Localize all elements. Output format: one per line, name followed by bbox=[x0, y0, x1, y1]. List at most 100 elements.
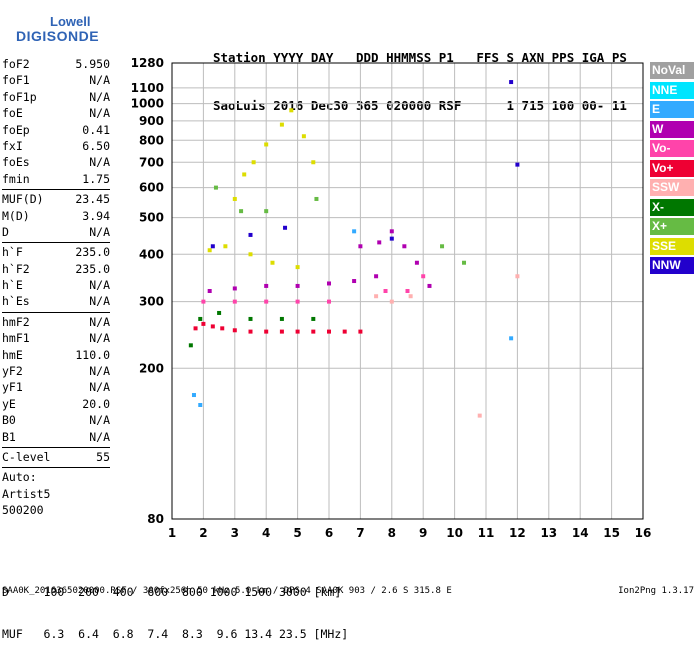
param-value: 235.0 bbox=[75, 245, 110, 260]
echo-point bbox=[270, 260, 275, 265]
param-value: N/A bbox=[89, 314, 110, 329]
y-tick-label: 500 bbox=[139, 211, 164, 225]
x-tick-label: 8 bbox=[388, 526, 396, 540]
x-tick-label: 12 bbox=[509, 526, 526, 540]
param-row-hme: hmE 110.0 bbox=[2, 347, 110, 363]
distance-row: D 100 200 400 600 800 1000 1500 3000 [km… bbox=[2, 585, 342, 599]
legend-item-e: E bbox=[650, 101, 694, 118]
legend-item-vo: Vo- bbox=[650, 140, 694, 157]
x-tick-label: 11 bbox=[478, 526, 495, 540]
echo-point bbox=[232, 286, 237, 291]
param-key: foEs bbox=[2, 155, 30, 170]
param-key: B0 bbox=[2, 413, 16, 428]
y-tick-label: 400 bbox=[139, 247, 164, 261]
echo-point bbox=[462, 260, 467, 265]
echo-point bbox=[248, 252, 253, 257]
echo-point bbox=[327, 329, 331, 334]
y-tick-label: 600 bbox=[139, 181, 164, 195]
echo-point bbox=[421, 274, 426, 279]
muf-table: D 100 200 400 600 800 1000 1500 3000 [km… bbox=[2, 557, 348, 655]
x-tick-label: 2 bbox=[199, 526, 207, 540]
echo-point bbox=[193, 326, 198, 331]
echo-point bbox=[295, 299, 300, 304]
echo-point bbox=[515, 162, 520, 167]
auto-scaling-text: Auto: bbox=[2, 470, 37, 485]
auto-scaling-text: 500200 bbox=[2, 503, 44, 518]
param-row-foep: foEp 0.41 bbox=[2, 122, 110, 138]
echo-point bbox=[217, 310, 222, 315]
echo-point bbox=[342, 329, 347, 334]
param-row-yf1: yF1 N/A bbox=[2, 379, 110, 395]
version-label: Ion2Png 1.3.17 bbox=[618, 586, 694, 596]
x-tick-label: 9 bbox=[419, 526, 427, 540]
y-tick-label: 1000 bbox=[131, 97, 164, 111]
echo-point bbox=[295, 329, 300, 334]
param-row-hmf1: hmF1 N/A bbox=[2, 330, 110, 346]
echo-point bbox=[210, 324, 215, 329]
echo-point bbox=[352, 229, 357, 234]
echo-point bbox=[201, 299, 206, 304]
y-tick-label: 1280 bbox=[131, 56, 164, 70]
digisonde-logo: Lowell DIGISONDE bbox=[6, 6, 136, 46]
echo-point bbox=[405, 289, 410, 293]
param-value: N/A bbox=[89, 155, 110, 170]
logo-bottom-text: DIGISONDE bbox=[16, 28, 100, 44]
param-value: 0.41 bbox=[82, 122, 110, 137]
echo-point bbox=[383, 289, 388, 293]
echo-point bbox=[509, 336, 514, 341]
param-row-fof1p: foF1p N/A bbox=[2, 89, 110, 105]
auto-scaling-text: Artist5 bbox=[2, 486, 51, 501]
echo-point bbox=[440, 244, 445, 249]
param-row-fmin: fmin 1.75 bbox=[2, 171, 110, 187]
station-header: Station YYYY DAY DDD HHMMSS P1 FFS S AXN… bbox=[213, 18, 627, 130]
echo-point bbox=[248, 316, 253, 321]
param-value: 23.45 bbox=[75, 192, 110, 207]
header-line-2: SaoLuis 2016 Dec30 365 020000 RSF 1 715 … bbox=[213, 98, 627, 113]
param-row-foes: foEs N/A bbox=[2, 154, 110, 170]
param-key: h`F bbox=[2, 245, 23, 260]
x-tick-label: 5 bbox=[293, 526, 301, 540]
param-value: N/A bbox=[89, 294, 110, 309]
echo-point bbox=[515, 274, 520, 279]
param-key: hmF1 bbox=[2, 331, 30, 346]
param-row-clevel: C-level 55 bbox=[2, 449, 110, 465]
echo-point bbox=[232, 196, 237, 201]
echo-point bbox=[279, 316, 284, 321]
echo-point bbox=[264, 299, 269, 304]
echo-point bbox=[389, 299, 394, 304]
echo-point bbox=[198, 316, 203, 321]
param-row-fof2: foF2 5.950 bbox=[2, 56, 110, 72]
echo-point bbox=[232, 328, 237, 333]
echo-point bbox=[191, 393, 196, 398]
x-tick-label: 1 bbox=[168, 526, 176, 540]
echo-point bbox=[295, 265, 300, 270]
param-row-foe: foE N/A bbox=[2, 105, 110, 121]
param-key: MUF(D) bbox=[2, 192, 44, 207]
legend-item-ssw: SSW bbox=[650, 179, 694, 196]
param-key: foF2 bbox=[2, 57, 30, 71]
legend-item-noval: NoVal bbox=[650, 62, 694, 79]
y-tick-label: 300 bbox=[139, 295, 164, 309]
x-tick-label: 16 bbox=[635, 526, 652, 540]
param-key: hmE bbox=[2, 347, 23, 362]
param-row-md: M(D) 3.94 bbox=[2, 208, 110, 224]
echo-point bbox=[352, 279, 357, 284]
param-key: yF2 bbox=[2, 364, 23, 379]
param-value: N/A bbox=[89, 413, 110, 428]
param-key: hmF2 bbox=[2, 314, 30, 329]
x-tick-label: 14 bbox=[572, 526, 589, 540]
legend-item-x: X- bbox=[650, 198, 694, 216]
param-value: N/A bbox=[89, 364, 110, 379]
param-key: yE bbox=[2, 396, 16, 411]
echo-point bbox=[414, 260, 419, 265]
echo-point bbox=[232, 299, 237, 304]
muf-row: MUF 6.3 6.4 6.8 7.4 8.3 9.6 13.4 23.5 [M… bbox=[2, 627, 349, 641]
echo-point bbox=[374, 274, 379, 279]
param-separator bbox=[2, 311, 110, 313]
param-row-b0: B0 N/A bbox=[2, 412, 110, 428]
echo-point bbox=[327, 299, 331, 304]
source-line: SAA0K_2016365020000.RSF / 300fx256h 50 k… bbox=[2, 586, 452, 596]
param-key: foE bbox=[2, 106, 23, 121]
x-tick-label: 15 bbox=[603, 526, 620, 540]
param-separator bbox=[2, 446, 110, 448]
